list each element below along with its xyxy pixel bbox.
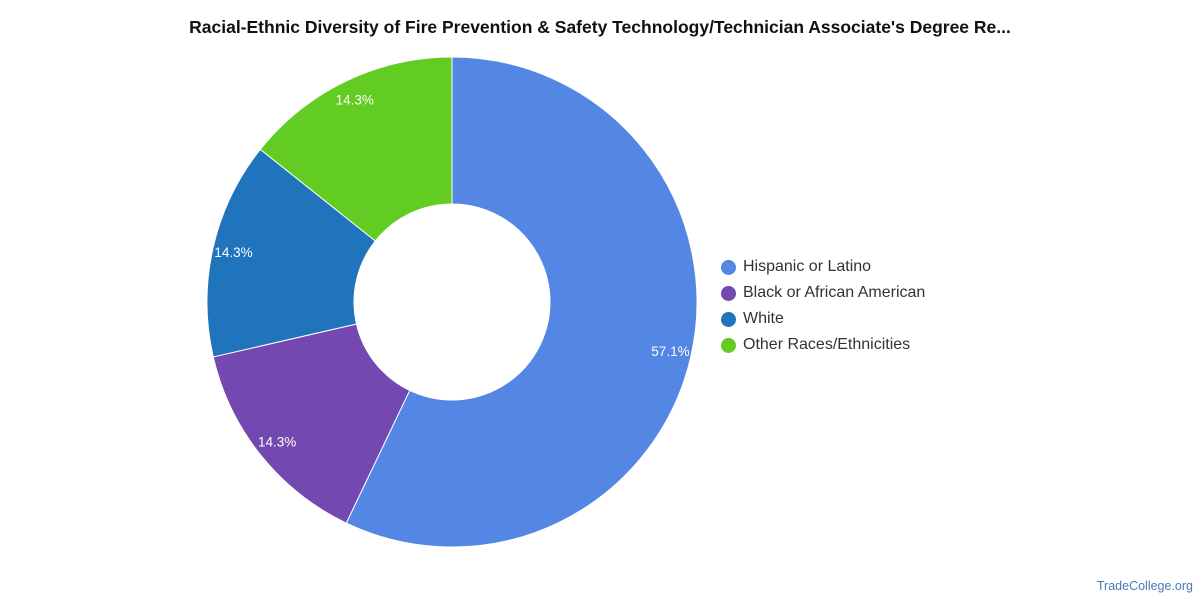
slice-value-label: 14.3% xyxy=(214,245,252,260)
legend-swatch xyxy=(721,337,736,353)
legend-label: Other Races/Ethnicities xyxy=(743,336,911,353)
legend-swatch xyxy=(721,259,736,275)
slice-value-label: 14.3% xyxy=(336,93,374,108)
legend-swatch xyxy=(721,311,736,327)
slice-value-label: 57.1% xyxy=(651,344,689,359)
legend-item-other-races-ethnicities[interactable]: Other Races/Ethnicities xyxy=(721,332,925,358)
donut-slice-white[interactable] xyxy=(206,148,377,358)
legend-item-white[interactable]: White xyxy=(721,306,925,332)
legend-label: Black or African American xyxy=(743,284,926,301)
slice-value-label: 14.3% xyxy=(258,435,296,450)
legend-swatch xyxy=(721,285,736,301)
legend-item-hispanic-or-latino[interactable]: Hispanic or Latino xyxy=(721,254,925,280)
legend: Hispanic or Latino Black or African Amer… xyxy=(721,254,925,358)
donut-slice-other-races-ethnicities[interactable] xyxy=(259,56,453,242)
donut-slice-hispanic-or-latino[interactable] xyxy=(345,56,698,548)
chart-title: Racial-Ethnic Diversity of Fire Preventi… xyxy=(189,17,1011,37)
donut-slice-black-or-african-american[interactable] xyxy=(212,323,411,524)
legend-item-black-or-african-american[interactable]: Black or African American xyxy=(721,280,925,306)
legend-label: Hispanic or Latino xyxy=(743,258,872,275)
legend-label: White xyxy=(743,310,784,327)
source-credit[interactable]: TradeCollege.org xyxy=(1096,579,1193,593)
